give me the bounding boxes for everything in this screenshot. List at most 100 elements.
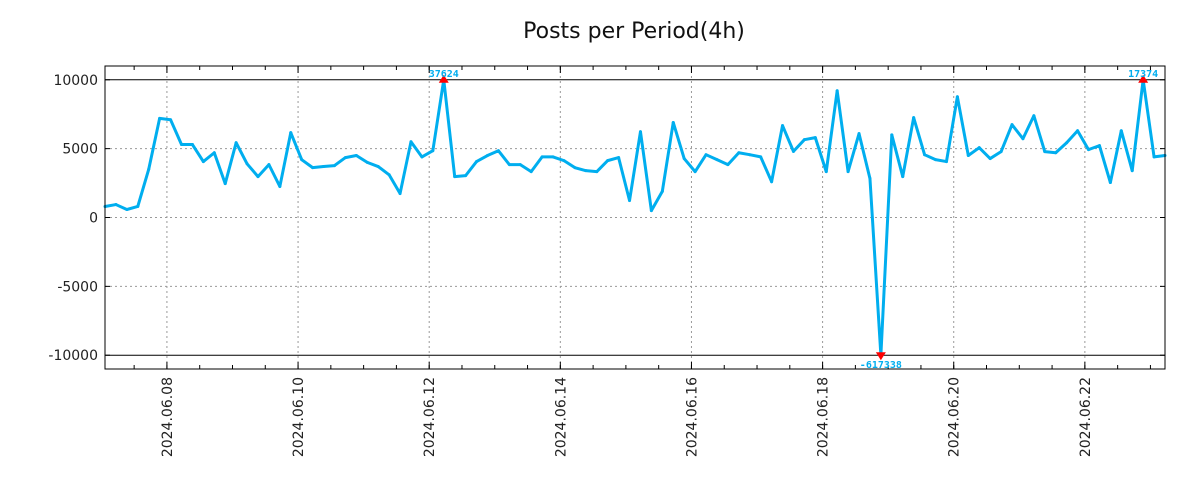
data-point	[322, 165, 326, 169]
data-point	[125, 208, 129, 212]
data-point	[988, 157, 992, 161]
data-point	[660, 189, 664, 193]
data-point	[693, 170, 697, 174]
data-point	[1119, 129, 1123, 133]
data-point	[791, 149, 795, 153]
data-point	[114, 203, 118, 207]
data-point	[1054, 151, 1058, 155]
data-point	[901, 175, 905, 179]
data-point	[464, 174, 468, 178]
y-tick-label: -5000	[57, 279, 98, 295]
data-point	[179, 143, 183, 147]
data-point	[158, 116, 162, 120]
x-tick-label: 2024.06.10	[291, 377, 307, 457]
data-point	[802, 138, 806, 142]
data-point	[868, 177, 872, 181]
data-point	[387, 173, 391, 177]
data-point	[475, 160, 479, 164]
data-point	[332, 164, 336, 168]
data-point	[1065, 141, 1069, 145]
data-point	[311, 166, 315, 170]
y-tick-label: 0	[89, 211, 98, 227]
data-point	[190, 143, 194, 147]
clip-marker-down-icon	[875, 352, 886, 361]
data-point	[770, 180, 774, 184]
data-point	[1043, 150, 1047, 154]
data-point	[201, 160, 205, 164]
x-tick-label: 2024.06.18	[816, 377, 832, 457]
data-point	[759, 155, 763, 159]
data-point	[857, 132, 861, 136]
data-point	[1152, 155, 1156, 159]
data-point	[824, 170, 828, 174]
data-point	[343, 156, 347, 160]
data-point	[606, 159, 610, 163]
x-tick-label: 2024.06.08	[160, 377, 176, 457]
data-point	[748, 153, 752, 157]
y-tick-label: 5000	[62, 142, 98, 158]
x-tick-label: 2024.06.20	[947, 377, 963, 457]
data-point	[715, 158, 719, 162]
data-point	[1108, 181, 1112, 185]
data-point	[562, 159, 566, 163]
data-point	[617, 156, 621, 160]
y-tick-label: -10000	[48, 348, 98, 364]
data-point	[1097, 144, 1101, 148]
annotation-label: 17374	[1128, 69, 1158, 80]
clip-marker-up-icon	[1138, 74, 1149, 83]
data-point	[726, 163, 730, 167]
data-point	[1087, 148, 1091, 152]
data-point	[1010, 123, 1014, 127]
data-point	[212, 151, 216, 155]
data-point	[966, 154, 970, 158]
data-point	[1032, 114, 1036, 118]
data-point	[846, 170, 850, 174]
data-point	[584, 169, 588, 173]
data-point	[289, 131, 293, 135]
data-point	[409, 140, 413, 144]
data-point	[147, 167, 151, 171]
data-point	[169, 118, 173, 122]
data-point	[431, 149, 435, 153]
data-point	[453, 175, 457, 179]
data-point	[628, 199, 632, 203]
data-point	[529, 170, 533, 174]
data-point	[704, 153, 708, 157]
data-point	[376, 165, 380, 169]
data-point	[944, 160, 948, 164]
annotation-label: -617338	[860, 360, 902, 371]
data-point	[999, 150, 1003, 154]
data-point	[813, 136, 817, 140]
data-point	[507, 163, 511, 167]
x-tick-label: 2024.06.22	[1078, 377, 1094, 457]
data-point	[781, 124, 785, 128]
data-point	[420, 155, 424, 159]
annotation-label: 37624	[429, 69, 459, 80]
data-point	[912, 116, 916, 120]
data-point	[485, 154, 489, 158]
x-tick-label: 2024.06.12	[422, 377, 438, 457]
data-point	[595, 170, 599, 174]
data-point	[977, 146, 981, 150]
data-point	[398, 192, 402, 196]
data-point	[649, 209, 653, 213]
chart-title: Posts per Period(4h)	[523, 19, 745, 44]
data-point	[354, 154, 358, 158]
data-point	[638, 130, 642, 134]
data-point	[682, 157, 686, 161]
data-point	[1130, 169, 1134, 173]
data-point	[278, 185, 282, 189]
data-point	[890, 133, 894, 137]
data-point	[671, 120, 675, 124]
x-tick-label: 2024.06.16	[684, 377, 700, 457]
data-point	[256, 175, 260, 179]
data-point	[365, 160, 369, 164]
data-point	[1076, 129, 1080, 133]
data-point	[934, 158, 938, 162]
data-point	[737, 151, 741, 155]
data-point	[223, 182, 227, 186]
x-tick-label: 2024.06.14	[553, 377, 569, 457]
data-point	[923, 153, 927, 157]
data-point	[496, 149, 500, 153]
